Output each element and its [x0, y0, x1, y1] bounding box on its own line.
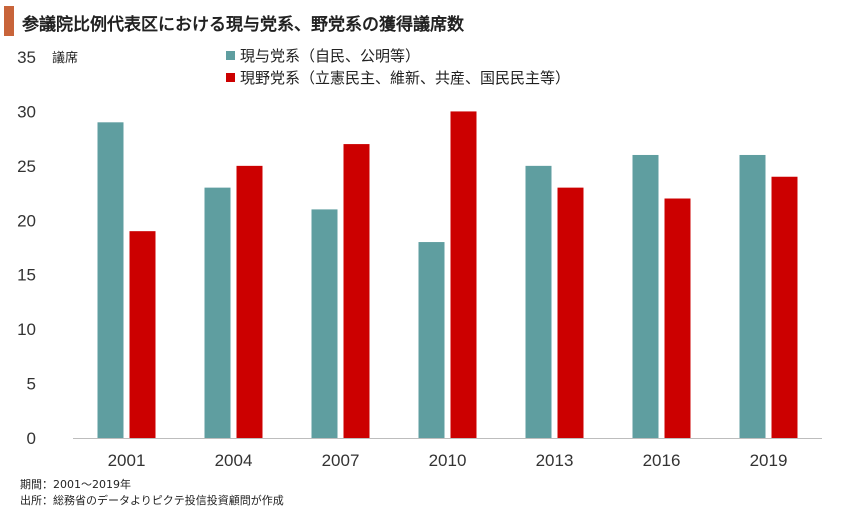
x-tick-label: 2007: [322, 451, 360, 470]
y-tick-label: 0: [27, 429, 36, 448]
bar-opposition-2007: [343, 144, 370, 439]
bars-group: [97, 111, 798, 439]
y-axis: 0 5 10 15 20 25 30 35: [17, 48, 36, 448]
x-tick-label: 2004: [215, 451, 253, 470]
legend-swatch: [226, 73, 235, 82]
bar-ruling-2010: [418, 242, 445, 438]
bar-opposition-2013: [557, 187, 584, 438]
bar-ruling-2016: [632, 154, 659, 438]
y-tick-label: 25: [17, 157, 36, 176]
y-tick-label: 15: [17, 266, 36, 285]
y-tick-label: 35: [17, 48, 36, 67]
x-axis: 2001 2004 2007 2010 2013 2016 2019: [73, 438, 822, 470]
y-tick-label: 5: [27, 375, 36, 394]
legend-label: 現与党系（自民、公明等）: [240, 47, 420, 65]
y-axis-label: 議席: [52, 50, 78, 66]
y-tick-label: 10: [17, 320, 36, 339]
x-tick-label: 2001: [108, 451, 146, 470]
bar-ruling-2001: [97, 122, 124, 439]
x-tick-label: 2013: [536, 451, 574, 470]
bar-ruling-2004: [204, 187, 231, 438]
legend: 現与党系（自民、公明等） 現野党系（立憲民主、維新、共産、国民民主等）: [226, 47, 570, 87]
bar-opposition-2010: [450, 111, 477, 438]
bar-ruling-2007: [311, 209, 338, 438]
legend-label: 現野党系（立憲民主、維新、共産、国民民主等）: [240, 69, 570, 87]
bar-opposition-2004: [236, 165, 263, 438]
footnote-source: 出所：総務省のデータよりピクテ投信投資顧問が作成: [20, 494, 284, 507]
footnote-period: 期間：2001～2019年: [20, 478, 131, 491]
legend-swatch: [226, 51, 235, 60]
x-tick-label: 2016: [643, 451, 681, 470]
y-tick-label: 30: [17, 102, 36, 121]
x-tick-label: 2019: [750, 451, 788, 470]
chart-title: 参議院比例代表区における現与党系、野党系の獲得議席数: [22, 15, 464, 35]
bar-ruling-2019: [739, 154, 766, 438]
bar-ruling-2013: [525, 165, 552, 438]
title-accent-bar: [4, 6, 14, 36]
y-tick-label: 20: [17, 211, 36, 230]
bar-opposition-2001: [129, 231, 156, 438]
bar-opposition-2016: [664, 198, 691, 438]
bar-opposition-2019: [771, 176, 798, 438]
x-tick-label: 2010: [429, 451, 467, 470]
